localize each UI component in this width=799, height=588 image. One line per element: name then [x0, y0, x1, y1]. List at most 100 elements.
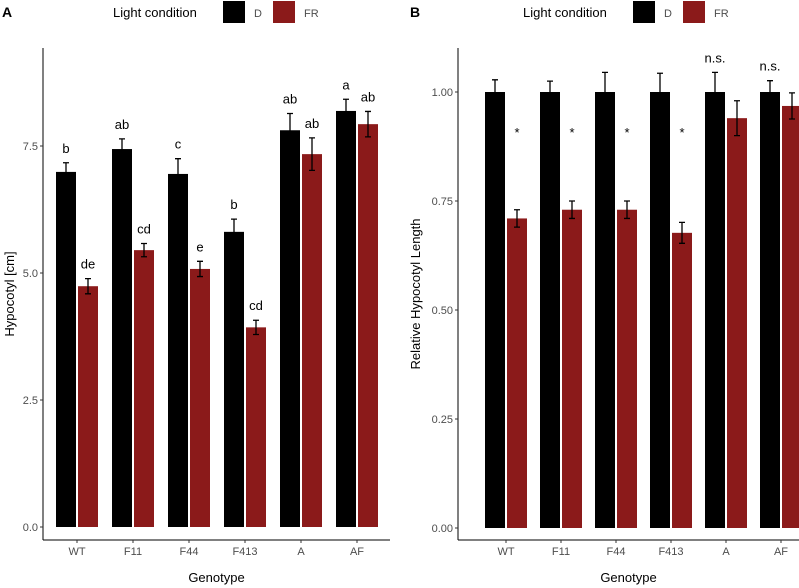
bar-FR-AF [782, 105, 799, 529]
error-bar [253, 319, 259, 336]
group-letter: ab [361, 89, 375, 104]
bar-FR-AF [358, 124, 378, 527]
x-tick-label: F44 [607, 546, 626, 558]
y-tick-label: 0.75 [432, 196, 453, 208]
group-letter: cd [137, 222, 151, 237]
x-axis-title: Genotype [188, 570, 244, 585]
bar-D-F11 [540, 92, 560, 528]
bar-FR-F44 [617, 209, 637, 528]
bar-D-A [705, 92, 725, 528]
y-tick-label: 0.0 [23, 522, 38, 534]
bar-D-WT [56, 171, 76, 527]
legend-title: Light condition [113, 5, 197, 20]
y-tick-label: 0.00 [432, 523, 453, 535]
bar-FR-A [302, 154, 322, 528]
group-letter: b [62, 141, 69, 156]
error-bar [767, 80, 773, 104]
y-axis-title: Hypocotyl [cm] [2, 251, 17, 336]
x-tick-label: WT [497, 546, 514, 558]
x-tick-label: AF [774, 546, 788, 558]
bar-D-AF [336, 110, 356, 527]
error-bar [175, 158, 181, 190]
legend: Light condition D FR [113, 1, 319, 23]
bar-FR-WT [507, 218, 527, 528]
error-bar [569, 200, 575, 220]
x-tick-label: F11 [124, 546, 142, 558]
bar-FR-F44 [190, 268, 210, 527]
panel-A: A Light condition D FR 0.0 2.5 5.0 7.5 WT b de F11 a… [2, 1, 390, 585]
error-bar [141, 242, 147, 258]
bar-D-F44 [595, 92, 615, 528]
error-bar [712, 71, 718, 113]
y-tick-label: 1.00 [432, 87, 453, 99]
error-bar [85, 277, 91, 295]
error-bar [789, 92, 795, 120]
significance-label: n.s. [705, 50, 726, 65]
error-bar [547, 80, 553, 104]
x-tick-label: F11 [552, 546, 570, 558]
bar-D-A [280, 130, 300, 527]
legend-label-D: D [664, 8, 672, 20]
error-bar [734, 100, 740, 137]
y-axis-title: Relative Hypocotyl Length [408, 218, 423, 369]
error-bar [343, 98, 349, 124]
group-letter: ab [305, 116, 319, 131]
error-bar [287, 112, 293, 148]
x-tick-label: F413 [658, 546, 683, 558]
x-tick-label: F44 [180, 546, 199, 558]
legend-label-D: D [254, 8, 262, 20]
error-bar [657, 72, 663, 112]
y-tick-label: 5.0 [23, 268, 38, 280]
y-tick-label: 2.5 [23, 395, 38, 407]
group-letter: de [81, 257, 95, 272]
y-tick-label: 7.5 [23, 141, 38, 153]
panel-letter: A [2, 4, 12, 20]
bar-FR-F11 [562, 209, 582, 528]
group-letter: cd [249, 298, 263, 313]
error-bar [514, 209, 520, 228]
group-letter: e [196, 239, 203, 254]
error-bar [602, 71, 608, 113]
group-letter: b [230, 197, 237, 212]
bar-FR-F413 [246, 327, 266, 527]
significance-marker: * [569, 125, 574, 140]
group-letter: ab [283, 91, 297, 106]
legend: Light condition D FR [523, 1, 729, 23]
panel-letter: B [410, 4, 420, 20]
error-bar [624, 200, 630, 220]
error-bar [197, 260, 203, 278]
bar-D-F44 [168, 173, 188, 527]
y-tick-label: 0.50 [432, 305, 453, 317]
bar-FR-WT [78, 286, 98, 527]
x-tick-label: A [722, 546, 730, 558]
significance-marker: * [679, 125, 684, 140]
x-axis-title: Genotype [600, 570, 656, 585]
error-bar [492, 79, 498, 105]
group-letter: a [342, 77, 350, 92]
x-tick-label: F413 [232, 546, 257, 558]
x-tick-label: A [297, 546, 305, 558]
legend-label-FR: FR [304, 8, 319, 20]
significance-marker: * [514, 125, 519, 140]
error-bar [119, 138, 125, 160]
bar-D-F413 [650, 92, 670, 528]
legend-label-FR: FR [714, 8, 729, 20]
legend-key-D [633, 1, 655, 23]
error-bar [231, 218, 237, 246]
bar-FR-F413 [672, 232, 692, 528]
error-bar [679, 221, 685, 244]
bar-FR-F11 [134, 250, 154, 527]
y-tick-label: 0.25 [432, 414, 453, 426]
bar-FR-A [727, 118, 747, 528]
legend-key-D [223, 1, 245, 23]
significance-label: n.s. [760, 59, 781, 74]
bar-D-AF [760, 92, 780, 528]
error-bar [365, 110, 371, 138]
error-bar [309, 137, 315, 172]
panel-B: B Light condition D FR 0.00 0.25 0.50 0.75 1.00 W… [408, 1, 799, 585]
bar-D-F11 [112, 149, 132, 527]
x-tick-label: WT [68, 546, 85, 558]
legend-key-FR [683, 1, 705, 23]
error-bar [63, 162, 69, 182]
